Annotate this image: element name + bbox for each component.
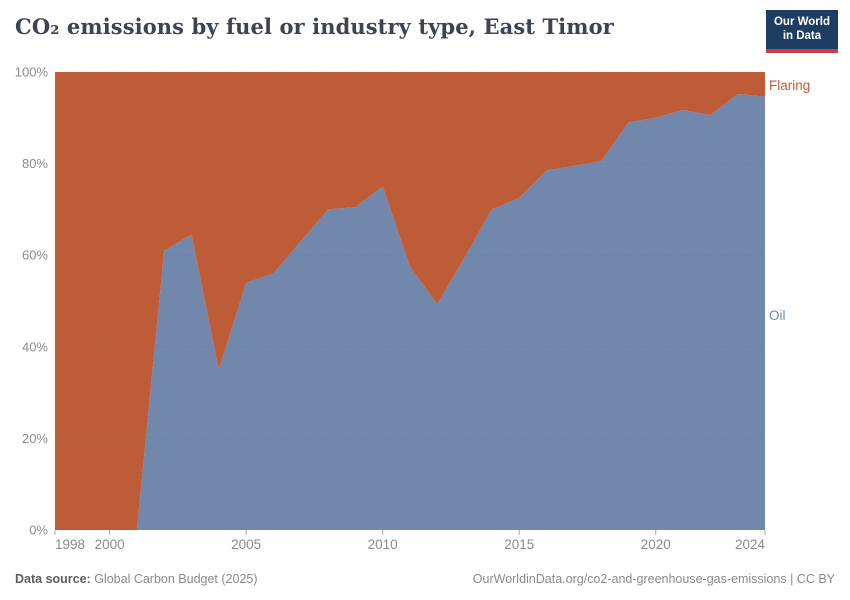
x-axis-label-2020: 2020 <box>641 537 671 552</box>
x-axis-label-2010: 2010 <box>368 537 398 552</box>
y-axis-label-60%: 60% <box>22 248 48 263</box>
series-label-oil: Oil <box>769 308 786 323</box>
y-axis-label-20%: 20% <box>22 431 48 446</box>
y-axis-label-0%: 0% <box>29 523 48 538</box>
x-axis-label-2015: 2015 <box>504 537 534 552</box>
area-oil[interactable] <box>55 94 765 530</box>
x-axis-label-2024: 2024 <box>735 537 766 552</box>
y-axis-label-80%: 80% <box>22 156 48 171</box>
owid-logo-text: Our World in Data <box>765 10 838 49</box>
owid-logo-line1: Our World <box>773 16 830 28</box>
series-label-flaring: Flaring <box>769 78 811 93</box>
owid-logo-line2: in Data <box>782 30 822 43</box>
chart-footer: Data source: Global Carbon Budget (2025)… <box>0 572 850 586</box>
x-axis-label-1998: 1998 <box>55 537 85 552</box>
data-source: Data source: Global Carbon Budget (2025) <box>15 572 258 586</box>
attribution: OurWorldinData.org/co2-and-greenhouse-ga… <box>472 572 835 586</box>
owid-logo: Our World in Data <box>765 10 838 53</box>
y-axis-label-100%: 100% <box>15 65 49 80</box>
area-flaring[interactable] <box>55 72 765 530</box>
x-axis-label-2005: 2005 <box>231 537 261 552</box>
chart-title: CO₂ emissions by fuel or industry type, … <box>15 14 614 39</box>
x-axis-label-2000: 2000 <box>95 537 125 552</box>
data-source-label: Data source: <box>15 572 91 586</box>
y-axis-label-40%: 40% <box>22 339 48 354</box>
data-source-value: Global Carbon Budget (2025) <box>90 572 258 586</box>
